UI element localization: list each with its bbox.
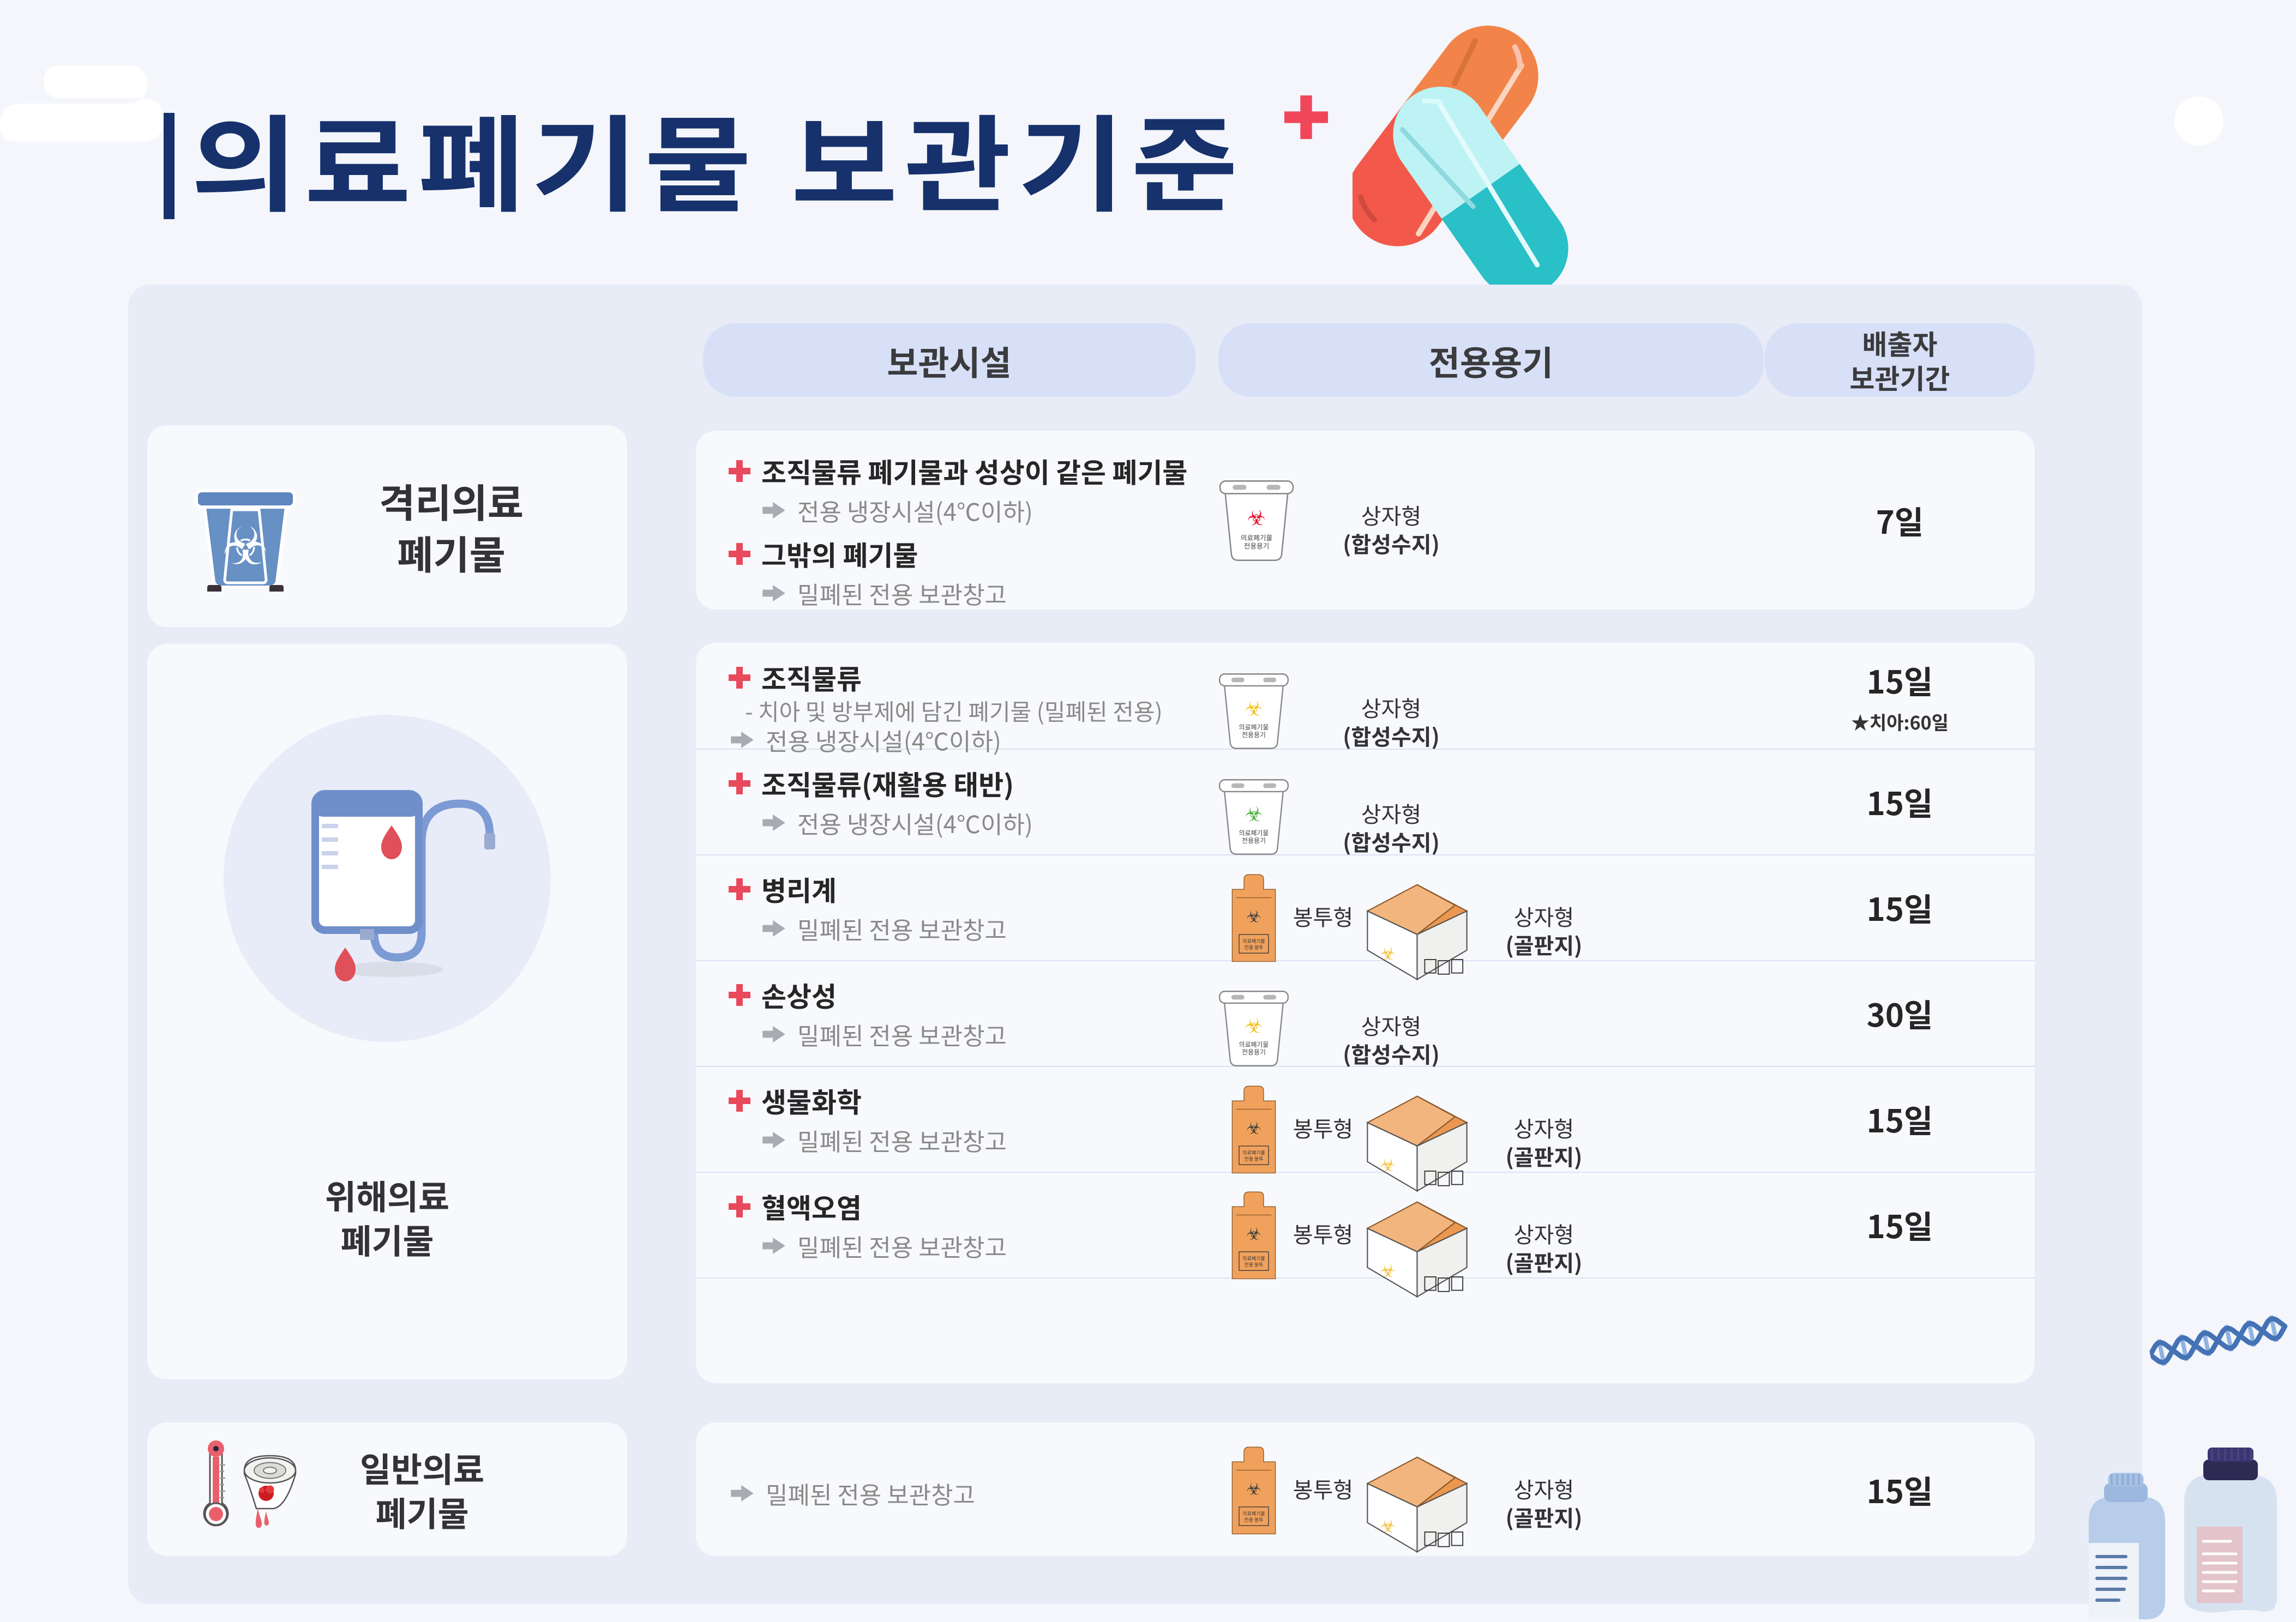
svg-text:☣: ☣ <box>1247 507 1266 530</box>
svg-text:☣: ☣ <box>1245 697 1263 720</box>
svg-text:전용용기: 전용용기 <box>1242 1047 1266 1057</box>
svg-text:☣: ☣ <box>222 518 268 576</box>
svg-text:전용용기: 전용용기 <box>1242 730 1266 739</box>
svg-text:☣: ☣ <box>1245 803 1263 825</box>
svg-text:전용용기: 전용용기 <box>1242 836 1266 845</box>
svg-text:전용용기: 전용용기 <box>1244 540 1270 551</box>
svg-text:☣: ☣ <box>1245 1015 1263 1037</box>
